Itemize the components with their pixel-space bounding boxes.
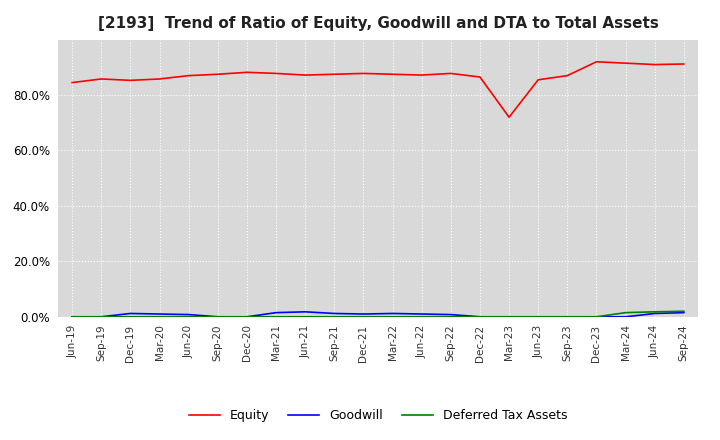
Equity xyxy=(271,71,280,76)
Deferred Tax Assets xyxy=(388,314,397,319)
Deferred Tax Assets xyxy=(505,314,513,319)
Goodwill xyxy=(359,312,368,317)
Deferred Tax Assets xyxy=(592,314,600,319)
Goodwill xyxy=(650,311,659,316)
Deferred Tax Assets xyxy=(126,314,135,319)
Deferred Tax Assets xyxy=(680,308,688,314)
Equity xyxy=(650,62,659,67)
Deferred Tax Assets xyxy=(476,314,485,319)
Equity xyxy=(301,73,310,78)
Goodwill xyxy=(680,310,688,315)
Equity xyxy=(213,72,222,77)
Goodwill xyxy=(213,314,222,319)
Equity xyxy=(243,70,251,75)
Line: Deferred Tax Assets: Deferred Tax Assets xyxy=(72,311,684,317)
Goodwill xyxy=(68,314,76,319)
Deferred Tax Assets xyxy=(68,314,76,319)
Goodwill xyxy=(418,312,426,317)
Equity xyxy=(446,71,455,76)
Equity xyxy=(97,76,106,81)
Equity xyxy=(505,114,513,120)
Deferred Tax Assets xyxy=(534,314,543,319)
Line: Goodwill: Goodwill xyxy=(72,312,684,317)
Equity xyxy=(330,72,338,77)
Equity xyxy=(592,59,600,64)
Title: [2193]  Trend of Ratio of Equity, Goodwill and DTA to Total Assets: [2193] Trend of Ratio of Equity, Goodwil… xyxy=(98,16,658,32)
Goodwill xyxy=(534,314,543,319)
Goodwill xyxy=(156,312,164,317)
Goodwill xyxy=(126,311,135,316)
Deferred Tax Assets xyxy=(156,314,164,319)
Equity xyxy=(388,72,397,77)
Goodwill xyxy=(446,312,455,317)
Deferred Tax Assets xyxy=(563,314,572,319)
Equity xyxy=(126,78,135,83)
Legend: Equity, Goodwill, Deferred Tax Assets: Equity, Goodwill, Deferred Tax Assets xyxy=(184,404,572,427)
Goodwill xyxy=(505,314,513,319)
Deferred Tax Assets xyxy=(243,314,251,319)
Goodwill xyxy=(621,314,630,319)
Equity xyxy=(534,77,543,82)
Goodwill xyxy=(97,314,106,319)
Deferred Tax Assets xyxy=(184,314,193,319)
Deferred Tax Assets xyxy=(271,314,280,319)
Deferred Tax Assets xyxy=(418,314,426,319)
Deferred Tax Assets xyxy=(97,314,106,319)
Line: Equity: Equity xyxy=(72,62,684,117)
Deferred Tax Assets xyxy=(301,314,310,319)
Goodwill xyxy=(563,314,572,319)
Deferred Tax Assets xyxy=(213,314,222,319)
Equity xyxy=(621,61,630,66)
Goodwill xyxy=(476,314,485,319)
Equity xyxy=(418,73,426,78)
Equity xyxy=(184,73,193,78)
Equity xyxy=(156,76,164,81)
Goodwill xyxy=(592,314,600,319)
Equity xyxy=(359,71,368,76)
Goodwill xyxy=(330,311,338,316)
Goodwill xyxy=(388,311,397,316)
Goodwill xyxy=(243,314,251,319)
Goodwill xyxy=(271,310,280,315)
Goodwill xyxy=(184,312,193,317)
Equity xyxy=(680,61,688,66)
Goodwill xyxy=(301,309,310,315)
Deferred Tax Assets xyxy=(359,314,368,319)
Equity xyxy=(563,73,572,78)
Deferred Tax Assets xyxy=(446,314,455,319)
Deferred Tax Assets xyxy=(650,309,659,315)
Deferred Tax Assets xyxy=(621,310,630,315)
Deferred Tax Assets xyxy=(330,314,338,319)
Equity xyxy=(476,74,485,80)
Equity xyxy=(68,80,76,85)
